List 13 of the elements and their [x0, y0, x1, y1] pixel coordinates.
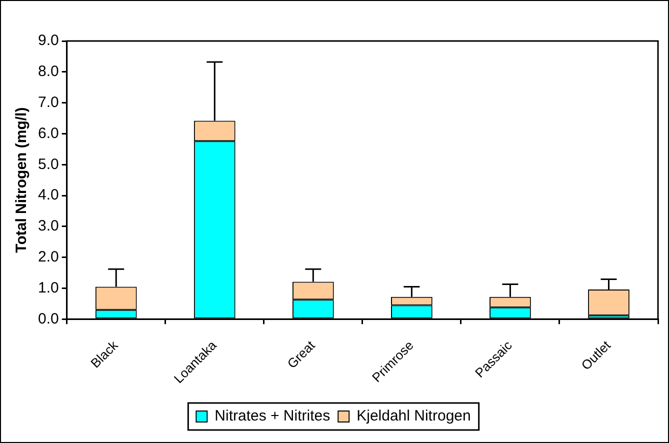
y-tick-label: 9.0 [38, 32, 59, 50]
y-tick-label: 7.0 [38, 94, 59, 111]
legend-label: Nitrates + Nitrites [214, 408, 330, 425]
y-tick-label: 8.0 [38, 63, 59, 80]
y-tick-label: 6.0 [38, 124, 59, 142]
y-tick-label: 4.0 [38, 186, 59, 204]
y-tick-label: 1.0 [38, 279, 59, 296]
legend-label: Kjeldahl Nitrogen [356, 408, 471, 425]
y-tick-label: 2.0 [38, 248, 59, 266]
y-tick-label: 3.0 [38, 218, 59, 235]
y-tick-label: 5.0 [38, 156, 59, 173]
y-tick-label: 0.0 [38, 310, 59, 328]
y-axis-title: Total Nitrogen (mg/l) [13, 107, 30, 253]
